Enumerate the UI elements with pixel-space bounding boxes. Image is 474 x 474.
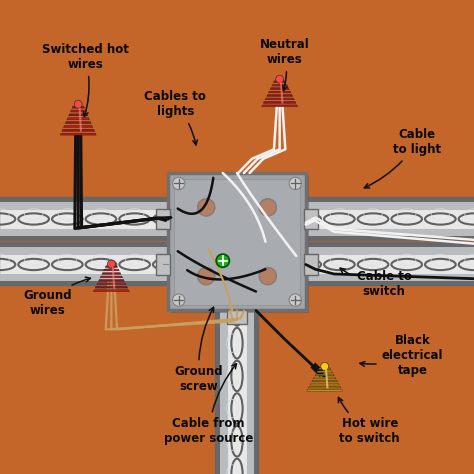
- Polygon shape: [313, 377, 336, 379]
- Circle shape: [198, 199, 215, 216]
- Circle shape: [173, 177, 185, 190]
- FancyBboxPatch shape: [174, 179, 300, 305]
- Text: Switched hot
wires: Switched hot wires: [42, 43, 129, 117]
- Polygon shape: [62, 129, 94, 131]
- Circle shape: [198, 267, 215, 284]
- FancyBboxPatch shape: [168, 173, 306, 310]
- Polygon shape: [60, 133, 96, 135]
- FancyBboxPatch shape: [156, 254, 170, 275]
- Polygon shape: [262, 105, 298, 107]
- Circle shape: [108, 260, 115, 268]
- Circle shape: [216, 254, 229, 267]
- Polygon shape: [273, 81, 286, 82]
- Polygon shape: [315, 374, 334, 375]
- Text: Black
electrical
tape: Black electrical tape: [360, 334, 443, 377]
- Polygon shape: [100, 276, 123, 278]
- Polygon shape: [312, 380, 337, 382]
- Circle shape: [276, 75, 283, 83]
- Polygon shape: [70, 110, 86, 112]
- Polygon shape: [265, 98, 294, 100]
- FancyBboxPatch shape: [227, 310, 247, 324]
- FancyBboxPatch shape: [156, 209, 170, 229]
- Text: Cable
to light: Cable to light: [365, 128, 441, 188]
- Polygon shape: [105, 266, 118, 267]
- Circle shape: [173, 294, 185, 306]
- Polygon shape: [65, 122, 91, 124]
- Text: Ground
wires: Ground wires: [23, 277, 91, 318]
- FancyBboxPatch shape: [304, 254, 318, 275]
- Polygon shape: [69, 114, 88, 116]
- Polygon shape: [270, 88, 289, 90]
- Polygon shape: [72, 106, 84, 108]
- Text: Ground
screw: Ground screw: [175, 307, 223, 393]
- Polygon shape: [264, 101, 296, 103]
- Polygon shape: [268, 91, 291, 93]
- Circle shape: [289, 177, 301, 190]
- Polygon shape: [95, 286, 128, 288]
- Circle shape: [321, 363, 328, 370]
- Polygon shape: [103, 269, 119, 271]
- Polygon shape: [97, 283, 126, 284]
- Polygon shape: [319, 368, 331, 370]
- Polygon shape: [317, 371, 333, 373]
- Polygon shape: [64, 126, 93, 128]
- Polygon shape: [309, 386, 341, 388]
- Polygon shape: [93, 290, 129, 292]
- Polygon shape: [67, 118, 90, 120]
- Polygon shape: [99, 280, 124, 281]
- Text: Cable to
switch: Cable to switch: [340, 268, 411, 299]
- Polygon shape: [272, 84, 288, 86]
- Text: Hot wire
to switch: Hot wire to switch: [338, 398, 400, 446]
- Circle shape: [259, 267, 276, 284]
- Circle shape: [259, 199, 276, 216]
- FancyBboxPatch shape: [304, 209, 318, 229]
- Circle shape: [289, 294, 301, 306]
- Polygon shape: [267, 95, 292, 96]
- Circle shape: [74, 100, 82, 108]
- FancyBboxPatch shape: [171, 176, 309, 313]
- Text: Cable from
power source: Cable from power source: [164, 364, 253, 446]
- Polygon shape: [307, 390, 343, 391]
- Text: Cables to
lights: Cables to lights: [145, 90, 206, 145]
- Text: Neutral
wires: Neutral wires: [260, 38, 309, 91]
- Polygon shape: [310, 383, 339, 385]
- Polygon shape: [102, 273, 121, 274]
